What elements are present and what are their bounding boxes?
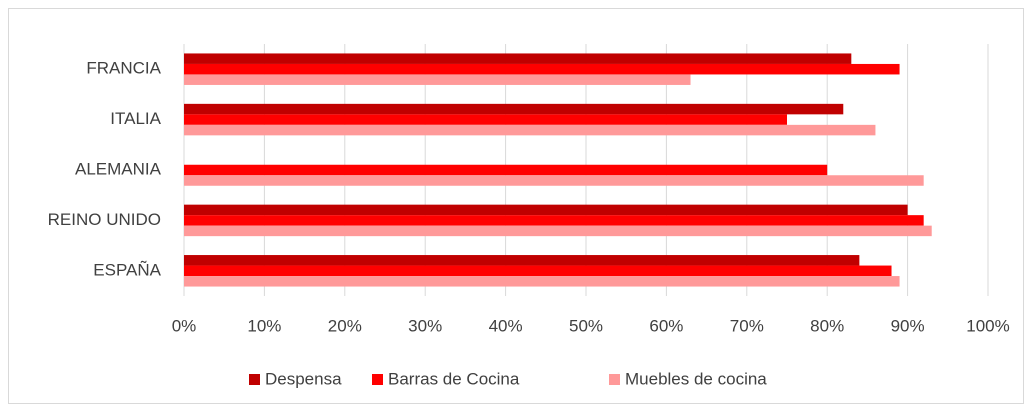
bar	[184, 225, 932, 237]
x-tick-label: 0%	[172, 316, 197, 335]
y-tick-label: ITALIA	[110, 109, 161, 128]
x-tick-label: 70%	[730, 316, 764, 335]
x-tick-label: 100%	[966, 316, 1009, 335]
bar	[184, 114, 787, 125]
legend-swatch	[372, 374, 383, 385]
x-tick-label: 80%	[810, 316, 844, 335]
y-tick-label: FRANCIA	[86, 59, 161, 78]
bar	[184, 103, 844, 115]
x-tick-label: 40%	[489, 316, 523, 335]
legend-swatch	[249, 374, 260, 385]
x-tick-label: 30%	[408, 316, 442, 335]
bar	[184, 265, 892, 277]
bar	[184, 53, 852, 64]
bar	[184, 63, 900, 75]
legend-label: Barras de Cocina	[388, 369, 520, 388]
legend-label: Muebles de cocina	[625, 369, 767, 388]
y-tick-label: REINO UNIDO	[48, 210, 161, 229]
bar	[184, 204, 908, 216]
bar	[184, 276, 900, 287]
bar	[184, 124, 876, 136]
y-tick-label: ESPAÑA	[93, 260, 161, 279]
legend-label: Despensa	[265, 369, 342, 388]
bar	[184, 164, 828, 176]
legend-swatch	[609, 374, 620, 385]
x-tick-label: 20%	[328, 316, 362, 335]
x-tick-label: 50%	[569, 316, 603, 335]
x-tick-label: 90%	[891, 316, 925, 335]
bar	[184, 255, 860, 266]
bar	[184, 215, 924, 226]
bar	[184, 175, 924, 186]
bar	[184, 74, 691, 85]
y-tick-label: ALEMANIA	[75, 159, 162, 178]
x-tick-label: 10%	[247, 316, 281, 335]
x-tick-label: 60%	[649, 316, 683, 335]
